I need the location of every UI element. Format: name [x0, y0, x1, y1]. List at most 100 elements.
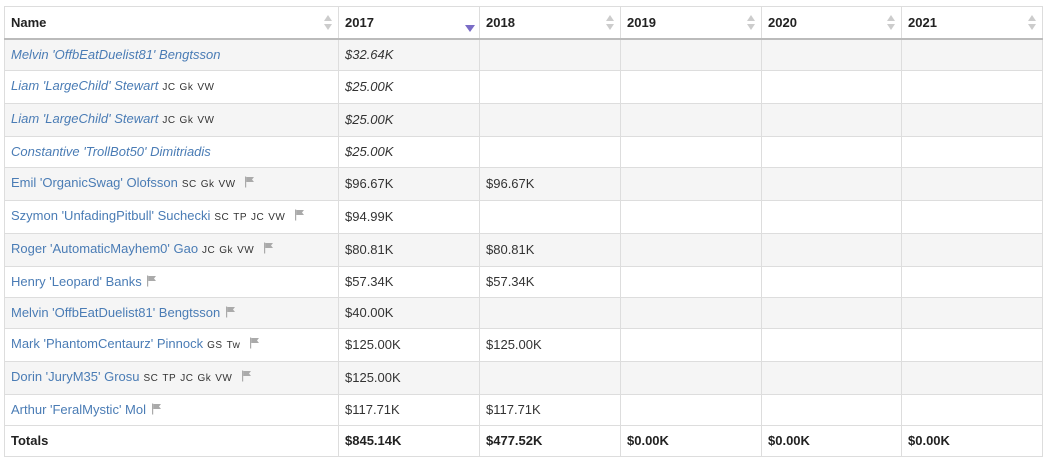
table-row: Szymon 'UnfadingPitbull' Suchecki SC TP JC V…: [4, 200, 1043, 234]
salary-cell-2020: [761, 70, 902, 104]
salary-cell-2021: [901, 200, 1043, 234]
player-tag: JC: [251, 212, 265, 223]
salary-value: $94.99K: [345, 209, 394, 224]
player-link[interactable]: Mark 'PhantomCentaurz' Pinnock: [11, 336, 204, 351]
salary-cell-2021: [901, 70, 1043, 104]
salary-value: $117.71K: [486, 402, 541, 417]
player-tag: Gk: [179, 115, 194, 126]
player-link[interactable]: Dorin 'JuryM35' Grosu: [11, 369, 140, 384]
player-link[interactable]: Arthur 'FeralMystic' Mol: [11, 402, 146, 417]
player-tag: JC: [162, 82, 176, 93]
salary-cell-2019: [620, 266, 762, 298]
player-tag: JC: [162, 115, 176, 126]
name-cell: Constantive 'TrollBot50' Dimitriadis: [4, 136, 339, 168]
salary-cell-2018: [479, 136, 621, 168]
player-tags: GS Tw: [207, 340, 244, 351]
salary-cell-2020: [761, 200, 902, 234]
salary-cell-2021: [901, 103, 1043, 137]
player-tags: SC Gk VW: [182, 179, 240, 190]
flag-icon[interactable]: [225, 306, 236, 318]
salary-cell-2020: [761, 103, 902, 137]
table-row: Liam 'LargeChild' Stewart JC Gk VW $25.00K: [4, 70, 1043, 104]
column-header-2021[interactable]: 2021: [901, 6, 1043, 40]
name-cell: Melvin 'OffbEatDuelist81' Bengtsson: [4, 38, 339, 71]
flag-icon[interactable]: [241, 370, 252, 382]
player-tag: JC: [180, 373, 194, 384]
sort-arrows-icon[interactable]: [1028, 15, 1036, 31]
salary-cell-2021: [901, 266, 1043, 298]
salary-cell-2017: $25.00K: [338, 70, 480, 104]
salary-cell-2019: [620, 200, 762, 234]
table-row: Henry 'Leopard' Banks $57.34K $57.34K: [4, 266, 1043, 298]
name-cell: Mark 'PhantomCentaurz' Pinnock GS Tw: [4, 328, 339, 362]
column-header-2020[interactable]: 2020: [761, 6, 902, 40]
column-header-2018[interactable]: 2018: [479, 6, 621, 40]
player-tag: Gk: [179, 82, 194, 93]
player-link[interactable]: Liam 'LargeChild' Stewart: [11, 111, 159, 126]
player-tags: SC TP JC Gk VW: [144, 373, 237, 384]
player-tag: Gk: [200, 179, 215, 190]
player-link[interactable]: Henry 'Leopard' Banks: [11, 274, 142, 289]
sort-arrows-icon[interactable]: [887, 15, 895, 31]
sort-arrows-icon[interactable]: [324, 15, 332, 31]
column-header-2017[interactable]: 2017: [338, 6, 480, 40]
column-header-name[interactable]: Name: [4, 6, 339, 40]
salary-value: $125.00K: [345, 337, 401, 352]
salary-cell-2020: [761, 394, 902, 426]
flag-icon[interactable]: [249, 337, 260, 349]
salary-cell-2017: $96.67K: [338, 167, 480, 201]
salary-cell-2019: [620, 38, 762, 71]
column-header-2019[interactable]: 2019: [620, 6, 762, 40]
salary-cell-2017: $40.00K: [338, 297, 480, 329]
table-row: Mark 'PhantomCentaurz' Pinnock GS Tw $125.…: [4, 328, 1043, 362]
salary-cell-2021: [901, 297, 1043, 329]
player-link[interactable]: Constantive 'TrollBot50' Dimitriadis: [11, 144, 211, 159]
player-tag: Gk: [197, 373, 212, 384]
salary-cell-2017: $25.00K: [338, 136, 480, 168]
salary-cell-2021: [901, 38, 1043, 71]
salary-cell-2019: [620, 103, 762, 137]
player-tag: SC: [181, 179, 197, 190]
salary-cell-2017: $80.81K: [338, 233, 480, 267]
column-header-label: 2020: [768, 14, 797, 30]
table-footer: Totals $845.14K $477.52K $0.00K $0.00K $…: [4, 425, 1043, 457]
flag-icon[interactable]: [244, 176, 255, 188]
player-tag: VW: [268, 212, 286, 223]
flag-icon[interactable]: [294, 209, 305, 221]
flag-icon[interactable]: [146, 275, 157, 287]
flag-icon[interactable]: [151, 403, 162, 415]
salary-cell-2019: [620, 136, 762, 168]
sort-arrows-icon[interactable]: [606, 15, 614, 31]
total-2019: $0.00K: [620, 425, 762, 457]
total-2017: $845.14K: [338, 425, 480, 457]
salary-cell-2019: [620, 394, 762, 426]
player-link[interactable]: Roger 'AutomaticMayhem0' Gao: [11, 241, 199, 256]
salary-value: $32.64K: [345, 47, 394, 62]
salary-value: $25.00K: [345, 112, 394, 127]
sort-arrows-icon[interactable]: [747, 15, 755, 31]
player-link[interactable]: Liam 'LargeChild' Stewart: [11, 78, 159, 93]
name-cell: Dorin 'JuryM35' Grosu SC TP JC Gk VW: [4, 361, 339, 395]
salary-cell-2021: [901, 136, 1043, 168]
flag-icon[interactable]: [263, 242, 274, 254]
player-tag: TP: [233, 212, 248, 223]
player-link[interactable]: Melvin 'OffbEatDuelist81' Bengtsson: [11, 47, 221, 62]
table-row: Melvin 'OffbEatDuelist81' Bengtsson $32.6…: [4, 38, 1043, 71]
player-tags: JC Gk VW: [162, 82, 218, 93]
player-link[interactable]: Emil 'OrganicSwag' Olofsson: [11, 175, 178, 190]
player-link[interactable]: Szymon 'UnfadingPitbull' Suchecki: [11, 208, 211, 223]
salary-cell-2020: [761, 266, 902, 298]
column-header-label: Name: [11, 14, 47, 30]
salary-value: $57.34K: [486, 274, 535, 289]
sort-descending-icon[interactable]: [465, 15, 475, 32]
player-tag: GS: [207, 340, 223, 351]
player-tag: SC: [214, 212, 230, 223]
salary-cell-2020: [761, 297, 902, 329]
name-cell: Liam 'LargeChild' Stewart JC Gk VW: [4, 70, 339, 104]
player-tag: JC: [202, 245, 216, 256]
salary-cell-2018: [479, 103, 621, 137]
salary-value: $25.00K: [345, 79, 394, 94]
salary-cell-2017: $57.34K: [338, 266, 480, 298]
player-link[interactable]: Melvin 'OffbEatDuelist81' Bengtsson: [11, 305, 221, 320]
player-tag: VW: [197, 82, 215, 93]
